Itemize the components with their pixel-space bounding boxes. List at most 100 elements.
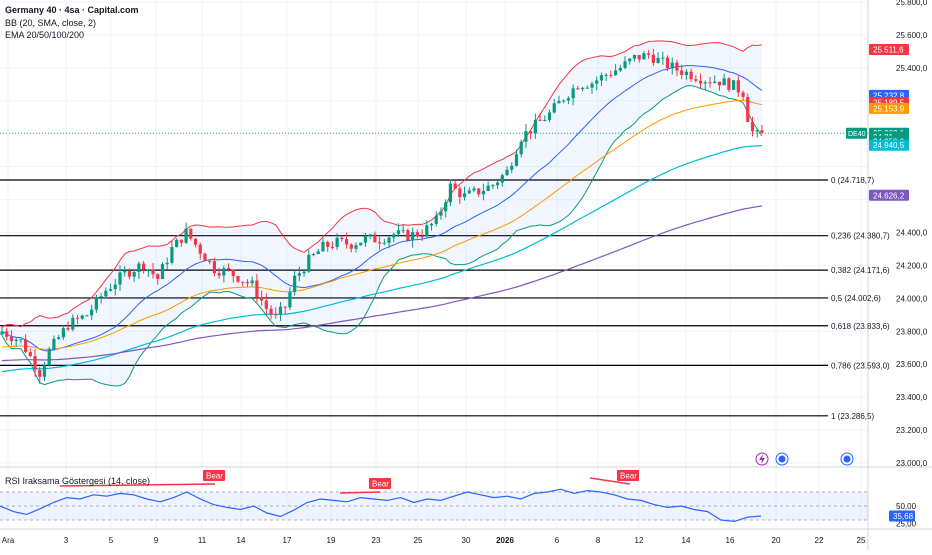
- candle: [614, 64, 618, 76]
- candle-body: [57, 337, 61, 339]
- symbol-title[interactable]: Germany 40 · 4sa · Capital.com: [5, 5, 139, 15]
- candle: [24, 334, 28, 354]
- candle-body: [632, 55, 637, 59]
- candle: [524, 124, 528, 149]
- bear-label-text: Bear: [372, 480, 389, 489]
- bb-legend[interactable]: BB (20, SMA, close, 2): [5, 18, 97, 28]
- ema50-line: [1, 99, 763, 350]
- symbol-tag-label: DE40: [848, 131, 866, 138]
- candle-body: [113, 284, 117, 290]
- ema100-line: [1, 145, 762, 373]
- rsi-legend[interactable]: RSI Iraksama Göstergesi (14, close): [5, 476, 151, 486]
- candle-body: [566, 98, 570, 101]
- candle-body: [618, 67, 622, 71]
- time-tick-label: 17: [283, 536, 292, 545]
- time-tick-label: 5: [109, 536, 114, 545]
- candle-body: [24, 339, 28, 353]
- candle: [651, 48, 655, 67]
- candle-body: [179, 239, 183, 243]
- candle: [604, 72, 608, 81]
- candle: [576, 85, 580, 90]
- candle: [311, 252, 316, 257]
- candle: [444, 199, 448, 218]
- symbol-tag-bg: [846, 127, 867, 139]
- candle: [467, 187, 471, 194]
- candle: [373, 231, 377, 243]
- candle: [609, 70, 613, 79]
- candle-body: [151, 269, 155, 275]
- time-tick-label: 14: [682, 536, 691, 545]
- rsi-divergence-line: [339, 491, 381, 494]
- candle: [632, 54, 637, 62]
- symbol-tag: DE40: [846, 127, 867, 139]
- candle: [250, 276, 254, 287]
- candle-body: [340, 237, 344, 240]
- candle-body: [628, 58, 632, 62]
- candle: [595, 76, 599, 91]
- candle: [5, 328, 9, 341]
- candle: [255, 273, 259, 303]
- candle-body: [297, 273, 301, 276]
- time-tick-label: 22: [815, 536, 824, 545]
- candle-body: [505, 169, 509, 176]
- ema-legend[interactable]: EMA 20/50/100/200: [5, 30, 85, 40]
- candle-body: [142, 263, 146, 270]
- candle: [189, 228, 193, 241]
- candle: [378, 236, 382, 250]
- candles[interactable]: [0, 48, 764, 384]
- candle: [184, 222, 188, 244]
- candle: [703, 80, 707, 91]
- candle: [529, 131, 533, 140]
- candle-body: [444, 202, 448, 212]
- candle-body: [94, 297, 98, 310]
- candle-body: [165, 262, 169, 265]
- candle: [439, 207, 443, 220]
- price-tick-label: 25.400,0: [896, 64, 928, 73]
- candle: [661, 51, 665, 65]
- candle-body: [703, 82, 707, 84]
- candle: [618, 64, 622, 73]
- candle-body: [5, 331, 9, 337]
- candle: [434, 211, 438, 227]
- candle: [236, 275, 240, 284]
- candle: [226, 263, 231, 272]
- time-tick-label: 19: [327, 536, 336, 545]
- bear-label-bg: [617, 470, 639, 481]
- candle-body: [302, 271, 306, 274]
- price-badge-label: 25.153,9: [873, 104, 905, 113]
- candle: [420, 229, 424, 242]
- candle: [198, 242, 202, 260]
- candle-body: [146, 269, 150, 271]
- candle-body: [316, 251, 320, 255]
- candle: [727, 77, 731, 93]
- candle-body: [321, 242, 325, 252]
- candle-body: [392, 234, 396, 238]
- time-tick-label: 20: [772, 536, 781, 545]
- candle-body: [708, 82, 712, 84]
- time-axis[interactable]: Ara 3 5 9 11 14 17 19 23 25 30 2026 6 8 12 14 16 20 22 25: [2, 536, 866, 545]
- candle: [741, 90, 745, 101]
- candle: [368, 233, 372, 240]
- candle-body: [406, 230, 410, 241]
- candle-body: [293, 275, 297, 292]
- candle-body: [496, 182, 500, 186]
- time-tick-label: 2026: [496, 536, 514, 545]
- candle-body: [760, 130, 764, 134]
- candle-body: [104, 290, 108, 297]
- time-tick-label: 30: [462, 536, 471, 545]
- price-axis[interactable]: 25.800,0 25.600,0 25.400,0 24.400,0 24.200,0…: [896, 0, 928, 529]
- bear-label: Bear: [203, 470, 225, 481]
- candle: [61, 325, 65, 340]
- candle: [415, 229, 419, 239]
- rsi-divergence-line: [589, 477, 631, 485]
- candle-body: [552, 103, 556, 113]
- candle: [142, 260, 146, 274]
- candle: [599, 72, 604, 86]
- candle-body: [222, 268, 226, 276]
- candle-body: [387, 237, 391, 243]
- candle: [411, 227, 415, 248]
- candle: [354, 242, 358, 253]
- candle-body: [193, 238, 198, 245]
